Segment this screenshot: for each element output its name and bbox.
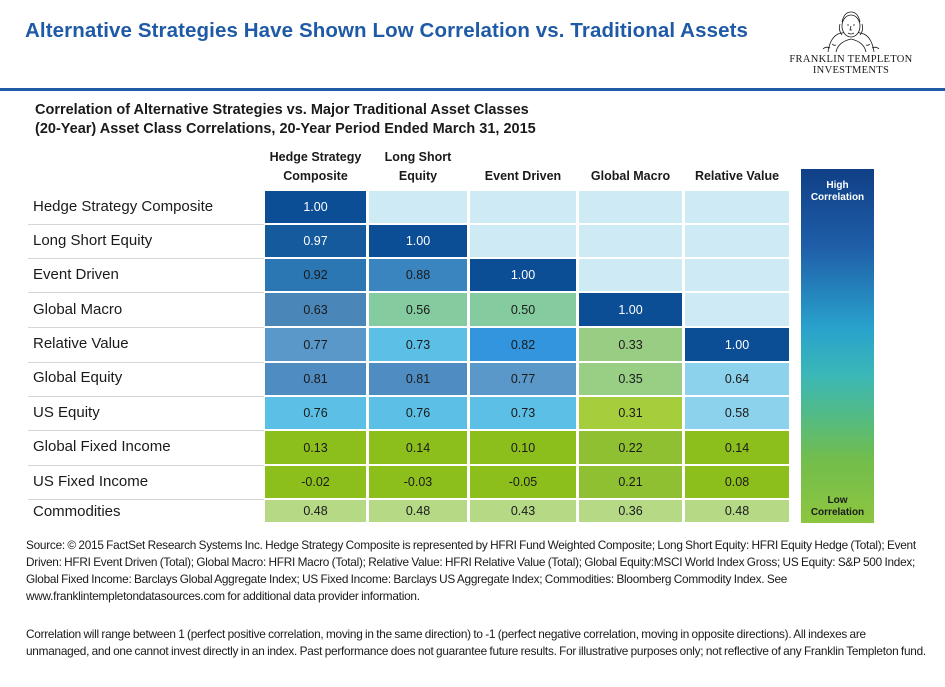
header-divider <box>0 88 945 91</box>
correlation-cell: 0.76 <box>369 397 467 429</box>
row-separator <box>28 327 264 328</box>
correlation-cell: 0.14 <box>369 431 467 464</box>
correlation-cell <box>470 225 576 257</box>
correlation-cell: 0.81 <box>265 363 366 395</box>
row-label: Event Driven <box>33 266 119 283</box>
correlation-cell: 0.43 <box>470 500 576 522</box>
correlation-cell: 0.82 <box>470 328 576 361</box>
correlation-cell: 0.92 <box>265 259 366 291</box>
correlation-cell <box>685 191 789 223</box>
row-separator <box>28 224 264 225</box>
correlation-cell: 0.73 <box>369 328 467 361</box>
correlation-cell <box>685 259 789 291</box>
correlation-cell <box>685 225 789 257</box>
row-label: Relative Value <box>33 335 129 352</box>
correlation-cell: 1.00 <box>265 191 366 223</box>
correlation-cell: 0.58 <box>685 397 789 429</box>
correlation-color-legend <box>801 169 874 523</box>
column-header: Event Driven <box>484 169 562 183</box>
correlation-cell: 0.77 <box>470 363 576 395</box>
row-label: Global Fixed Income <box>33 438 171 455</box>
row-label: US Fixed Income <box>33 473 149 490</box>
correlation-cell: 1.00 <box>685 328 789 361</box>
franklin-templeton-logo: FRANKLIN TEMPLETON INVESTMENTS <box>776 8 926 80</box>
correlation-cell: -0.02 <box>265 466 366 498</box>
disclaimer-footnote: Correlation will range between 1 (perfec… <box>26 627 926 658</box>
legend-low-label: Low Correlation <box>810 495 865 518</box>
column-header: Relative Value <box>694 169 780 183</box>
source-footnote: Source: © 2015 FactSet Research Systems … <box>26 538 916 603</box>
row-separator <box>28 292 264 293</box>
correlation-cell: 0.48 <box>369 500 467 522</box>
row-label: Global Macro <box>33 301 123 318</box>
benjamin-franklin-portrait-icon <box>822 11 880 53</box>
correlation-cell <box>470 191 576 223</box>
correlation-cell <box>579 225 682 257</box>
correlation-cell: 0.14 <box>685 431 789 464</box>
row-separator <box>28 258 264 259</box>
correlation-cell: 1.00 <box>579 293 682 326</box>
correlation-cell: 0.48 <box>265 500 366 522</box>
row-separator <box>28 430 264 431</box>
correlation-cell <box>685 293 789 326</box>
correlation-cell: 0.76 <box>265 397 366 429</box>
correlation-cell: -0.03 <box>369 466 467 498</box>
correlation-cell: 0.48 <box>685 500 789 522</box>
row-label: Global Equity <box>33 369 123 386</box>
logo-text-line2: INVESTMENTS <box>812 65 890 76</box>
correlation-cell: 0.73 <box>470 397 576 429</box>
chart-title: Correlation of Alternative Strategies vs… <box>35 102 529 118</box>
correlation-cell: 0.10 <box>470 431 576 464</box>
row-label: Long Short Equity <box>33 232 153 249</box>
correlation-cell <box>579 191 682 223</box>
correlation-cell: 0.63 <box>265 293 366 326</box>
correlation-cell: 0.77 <box>265 328 366 361</box>
correlation-cell <box>369 191 467 223</box>
correlation-cell: 0.21 <box>579 466 682 498</box>
correlation-cell: 0.50 <box>470 293 576 326</box>
legend-high-label: High Correlation <box>810 180 865 203</box>
correlation-cell: 0.08 <box>685 466 789 498</box>
correlation-cell: 0.97 <box>265 225 366 257</box>
correlation-cell: 1.00 <box>470 259 576 291</box>
correlation-cell: 0.36 <box>579 500 682 522</box>
correlation-cell: 0.35 <box>579 363 682 395</box>
correlation-cell: 0.64 <box>685 363 789 395</box>
column-header: Long Short Equity <box>384 150 452 183</box>
correlation-cell: 0.13 <box>265 431 366 464</box>
row-separator <box>28 396 264 397</box>
logo-text-line1: FRANKLIN TEMPLETON <box>789 54 913 65</box>
page-title: Alternative Strategies Have Shown Low Co… <box>25 19 748 42</box>
correlation-cell: 1.00 <box>369 225 467 257</box>
column-header: Hedge Strategy Composite <box>269 150 362 183</box>
row-separator <box>28 499 264 500</box>
correlation-cell: 0.33 <box>579 328 682 361</box>
chart-subtitle: (20-Year) Asset Class Correlations, 20-Y… <box>35 121 536 137</box>
row-label: US Equity <box>33 404 100 421</box>
row-separator <box>28 362 264 363</box>
correlation-cell <box>579 259 682 291</box>
row-label: Hedge Strategy Composite <box>33 198 214 215</box>
correlation-cell: 0.81 <box>369 363 467 395</box>
row-separator <box>28 465 264 466</box>
correlation-cell: 0.88 <box>369 259 467 291</box>
correlation-cell: 0.56 <box>369 293 467 326</box>
correlation-cell: 0.22 <box>579 431 682 464</box>
row-label: Commodities <box>33 503 121 520</box>
correlation-cell: 0.31 <box>579 397 682 429</box>
column-header: Global Macro <box>590 169 671 183</box>
correlation-cell: -0.05 <box>470 466 576 498</box>
